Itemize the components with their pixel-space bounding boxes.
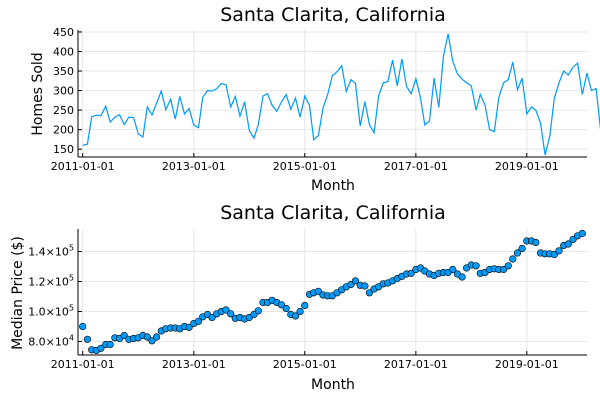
x-tick-label: 2017-01-01 [384, 160, 448, 173]
data-point [222, 306, 230, 314]
data-point [518, 244, 526, 253]
y-tick-label: 250 [53, 104, 74, 117]
data-point [407, 269, 415, 277]
x-tick-label: 2019-01-01 [495, 160, 559, 173]
y-tick-label: 1.2×105 [28, 274, 74, 289]
data-point [148, 337, 156, 345]
x-tick-label: 2011-01-01 [51, 358, 115, 371]
y-tick-label: 1.0×105 [28, 304, 74, 319]
data-point [365, 289, 374, 297]
data-point [351, 277, 360, 285]
homes-sold-chart: Santa Clarita, California Month Homes So… [30, 4, 600, 194]
y-tick-label: 200 [53, 124, 74, 137]
data-point [282, 304, 290, 313]
data-point [120, 331, 128, 340]
x-tick-label: 2015-01-01 [273, 160, 337, 173]
data-point [504, 262, 512, 270]
data-point [532, 238, 540, 247]
chart-title: Santa Clarita, California [220, 4, 446, 26]
y-axis-label: Homes Sold [30, 52, 46, 135]
data-point [361, 282, 369, 290]
data-point [254, 307, 262, 315]
data-point [564, 240, 572, 248]
data-point [277, 301, 286, 309]
data-point [83, 335, 91, 343]
series-line [82, 33, 600, 156]
data-point [458, 273, 466, 281]
data-point [500, 265, 508, 274]
data-point [550, 250, 558, 259]
y-tick-label: 450 [53, 26, 74, 39]
data-point [301, 301, 309, 310]
y-axis-label: Median Price ($) [10, 236, 26, 350]
x-tick-label: 2015-01-01 [273, 358, 337, 371]
data-point [555, 247, 563, 255]
data-point [578, 229, 586, 238]
data-point [227, 310, 235, 318]
data-point [143, 333, 151, 341]
series [82, 33, 600, 156]
data-point [194, 317, 203, 325]
data-point [185, 323, 193, 331]
series [79, 229, 586, 355]
data-point [153, 333, 161, 341]
data-point [449, 265, 457, 274]
x-axis-label: Month [311, 377, 355, 393]
x-tick-label: 2011-01-01 [51, 160, 115, 173]
data-point [296, 307, 304, 316]
x-tick-label: 2017-01-01 [384, 358, 448, 371]
x-tick-label: 2019-01-01 [495, 358, 559, 371]
grid [78, 30, 587, 157]
y-tick-label: 1.4×105 [28, 244, 74, 259]
x-tick-label: 2013-01-01 [162, 358, 226, 371]
data-point [291, 312, 300, 320]
axes: 2011-01-01 2013-01-01 2015-01-01 2017-01-01… [28, 229, 587, 371]
data-point [79, 322, 87, 331]
data-point [97, 344, 105, 352]
axes: 2011-01-01 2013-01-01 2015-01-01 2017-01-01… [51, 26, 587, 173]
median-price-chart: Santa Clarita, California Month Median P… [10, 202, 587, 393]
y-tick-label: 8.0×104 [28, 334, 74, 349]
data-point [509, 255, 517, 263]
data-point [513, 249, 522, 257]
x-axis-label: Month [311, 178, 355, 194]
y-tick-label: 400 [53, 45, 74, 58]
y-tick-label: 150 [53, 143, 74, 156]
chart-title: Santa Clarita, California [220, 202, 446, 224]
x-tick-label: 2013-01-01 [162, 160, 226, 173]
data-point [106, 340, 114, 349]
y-tick-label: 350 [53, 65, 74, 78]
y-tick-label: 300 [53, 85, 74, 98]
grid [78, 229, 587, 355]
data-point [208, 313, 216, 322]
data-point [472, 262, 480, 270]
